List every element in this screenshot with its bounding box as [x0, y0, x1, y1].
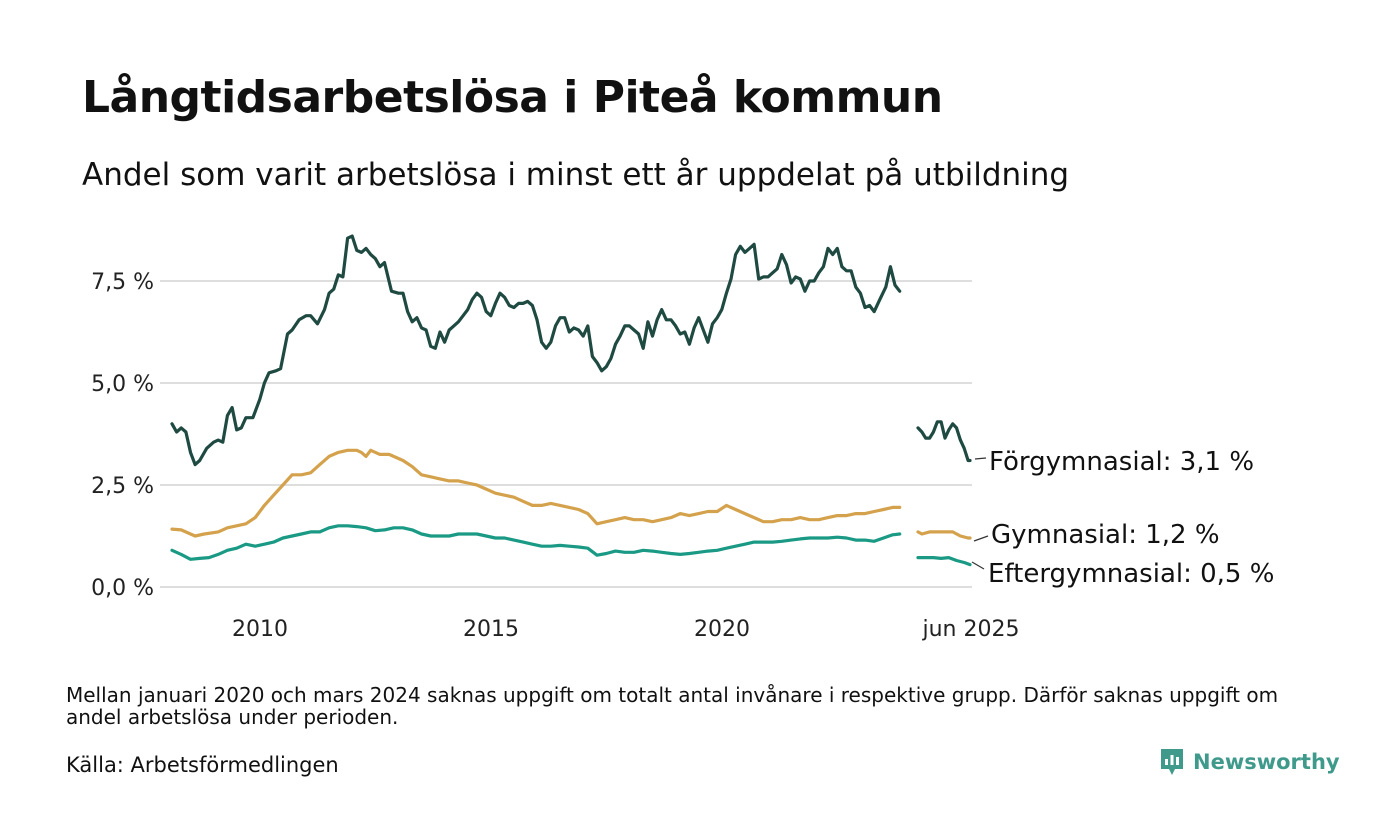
chart-subtitle: Andel som varit arbetslösa i minst ett å… — [82, 157, 1070, 193]
line-chart: 0,0 % 2,5 % 5,0 % 7,5 % 2010 2015 2020 jun 202… — [91, 234, 1274, 642]
gridlines — [160, 280, 972, 588]
brand-name: Newsworthy — [1193, 750, 1340, 774]
series-lines — [170, 234, 972, 567]
x-tick-label: 2010 — [232, 617, 288, 642]
series-line-gymnasial — [170, 448, 902, 538]
series-end-label: Gymnasial: 1,2 % — [991, 520, 1220, 550]
series-line-förgymnasial — [170, 234, 902, 467]
chart-title: Långtidsarbetslösa i Piteå kommun — [82, 72, 943, 123]
label-leader-line — [974, 457, 987, 460]
brand-logo[interactable]: Newsworthy — [1159, 747, 1340, 777]
series-end-labels: Förgymnasial: 3,1 % Gymnasial: 1,2 % Efter… — [971, 447, 1274, 589]
y-tick-label: 7,5 % — [91, 270, 154, 295]
y-tick-label: 0,0 % — [91, 576, 154, 601]
x-tick-label: jun 2025 — [922, 617, 1020, 642]
x-tick-label: 2020 — [694, 617, 750, 642]
series-end-label: Förgymnasial: 3,1 % — [989, 447, 1254, 477]
series-end-label: Eftergymnasial: 0,5 % — [988, 559, 1274, 589]
series-line-förgymnasial — [916, 420, 972, 463]
series-line-eftergymnasial — [170, 524, 902, 561]
source-text: Källa: Arbetsförmedlingen — [66, 753, 339, 777]
series-line-gymnasial — [916, 530, 972, 540]
y-tick-label: 5,0 % — [91, 372, 154, 397]
newsworthy-logo-icon — [1161, 749, 1183, 775]
x-tick-label: 2015 — [463, 617, 519, 642]
label-leader-line — [971, 561, 985, 570]
label-leader-line — [973, 535, 989, 542]
x-axis-tick-labels: 2010 2015 2020 jun 2025 — [232, 617, 1019, 642]
series-line-eftergymnasial — [916, 556, 972, 567]
footnote: Mellan januari 2020 och mars 2024 saknas… — [66, 683, 1279, 729]
y-axis-tick-labels: 0,0 % 2,5 % 5,0 % 7,5 % — [91, 270, 154, 601]
y-tick-label: 2,5 % — [91, 474, 154, 499]
